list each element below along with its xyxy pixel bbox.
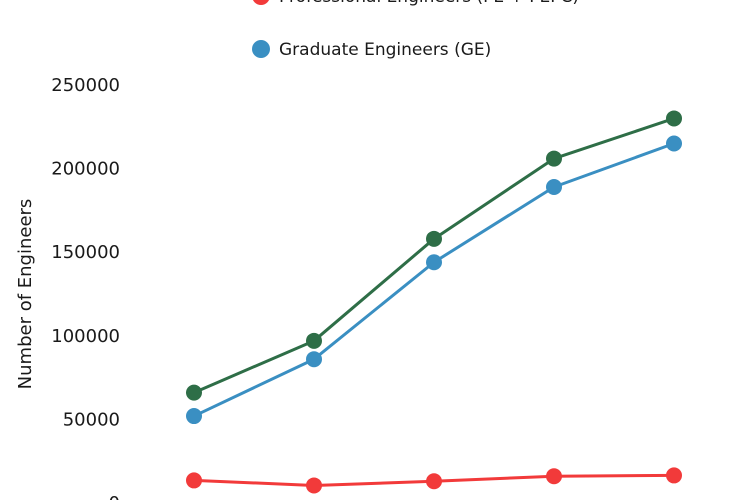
- y-tick-label: 0: [109, 493, 120, 500]
- data-point: [546, 468, 562, 485]
- data-point: [186, 408, 202, 425]
- data-point: [306, 351, 322, 368]
- series-layer: [186, 110, 682, 494]
- legend-marker: [252, 40, 270, 58]
- data-point: [186, 472, 202, 489]
- series-0: [186, 110, 682, 401]
- data-point: [426, 230, 442, 247]
- series-1: [186, 467, 682, 494]
- data-point: [546, 178, 562, 195]
- y-axis: 0 50000 100000 150000 200000 250000: [51, 75, 120, 500]
- data-point: [186, 384, 202, 401]
- legend-marker: [252, 0, 270, 5]
- y-tick-label: 150000: [51, 242, 120, 263]
- y-tick-label: 200000: [51, 159, 120, 180]
- legend: Professional Engineers (PE + PEPC) Gradua…: [252, 0, 579, 60]
- y-tick-label: 50000: [63, 409, 120, 430]
- data-point: [306, 477, 322, 494]
- data-point: [306, 332, 322, 349]
- series-line: [193, 142, 675, 418]
- data-point: [546, 150, 562, 167]
- y-tick-label: 250000: [51, 75, 120, 96]
- y-axis-title: Number of Engineers: [15, 199, 36, 390]
- data-point: [426, 254, 442, 271]
- y-tick-label: 100000: [51, 326, 120, 347]
- data-point: [666, 135, 682, 152]
- data-point: [426, 473, 442, 490]
- legend-label: Professional Engineers (PE + PEPC): [279, 0, 579, 7]
- data-point: [666, 110, 682, 127]
- data-point: [666, 467, 682, 484]
- series-2: [186, 135, 682, 425]
- legend-label: Graduate Engineers (GE): [279, 40, 491, 60]
